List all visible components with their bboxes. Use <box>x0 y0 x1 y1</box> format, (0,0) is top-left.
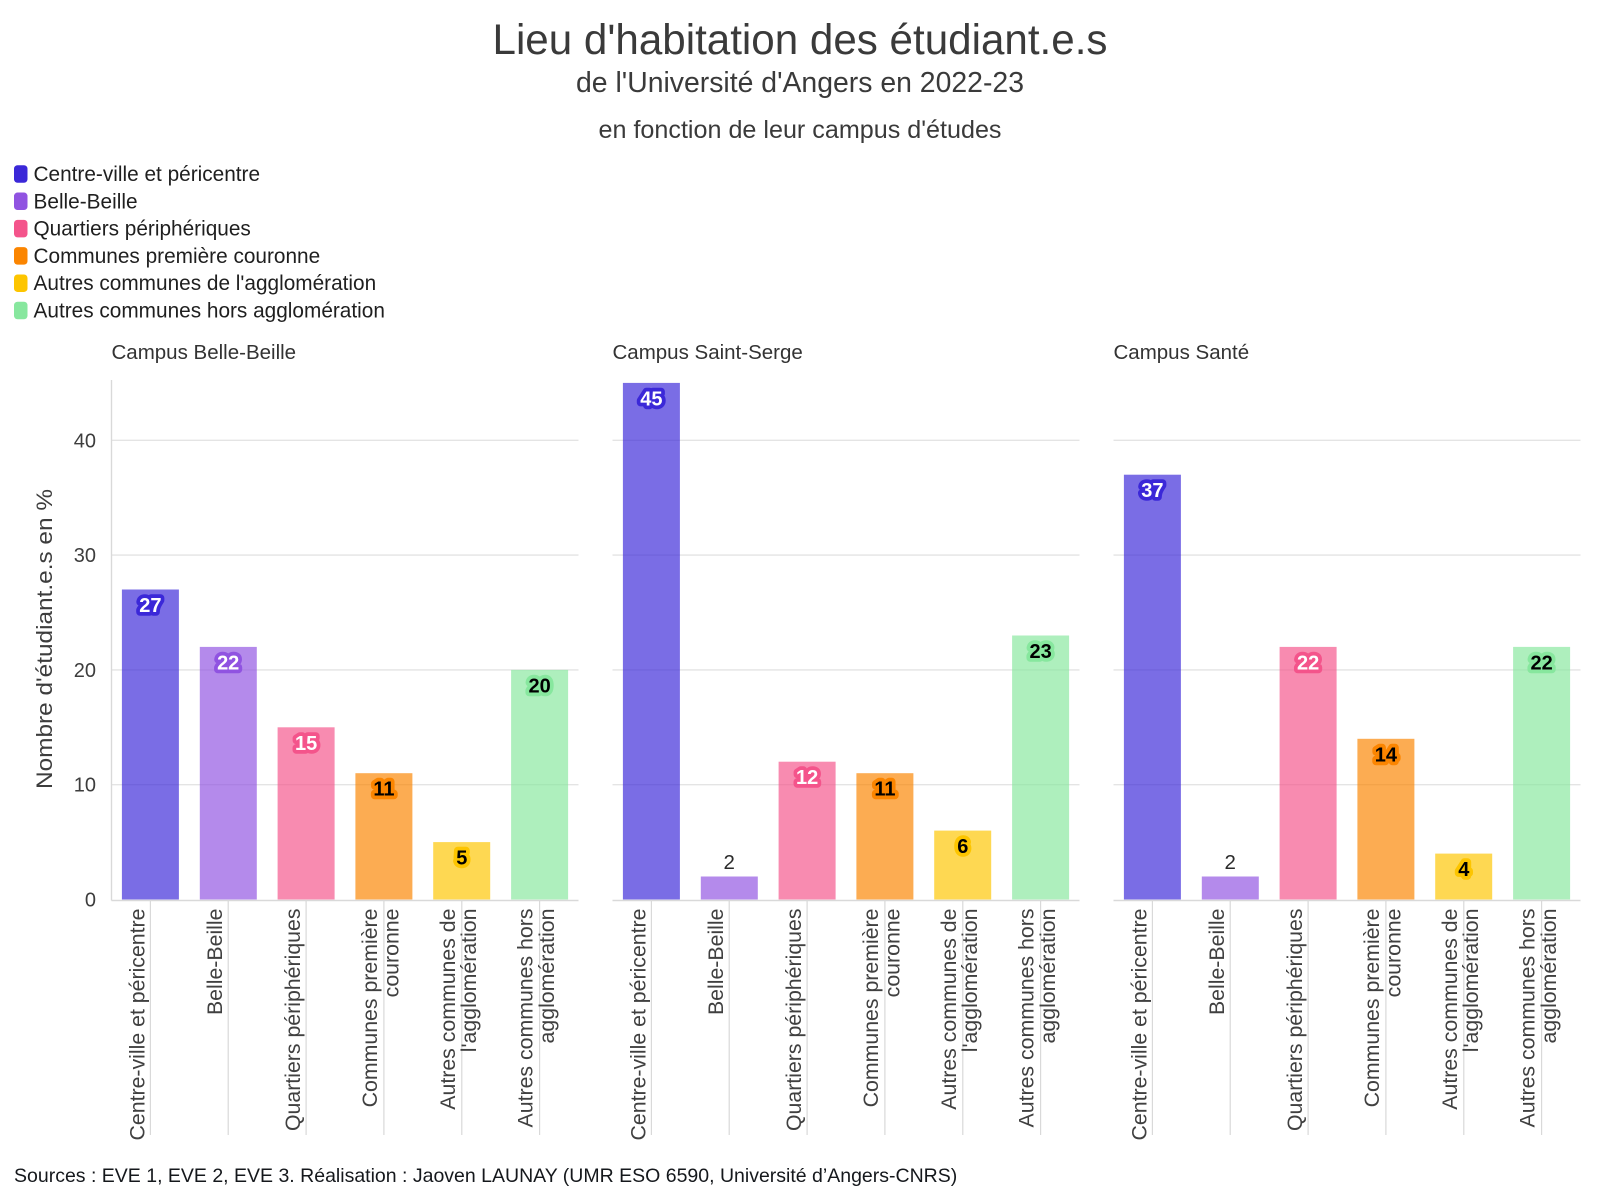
svg-text:Quartiers périphériques: Quartiers périphériques <box>34 218 251 241</box>
svg-text:30: 30 <box>74 545 96 567</box>
svg-text:Belle-Beille: Belle-Beille <box>203 909 227 1016</box>
svg-text:4: 4 <box>1458 859 1470 881</box>
svg-text:2: 2 <box>723 851 734 874</box>
svg-text:11: 11 <box>373 779 394 801</box>
svg-text:couronne: couronne <box>379 909 403 998</box>
svg-text:Autres communes hors: Autres communes hors <box>514 909 538 1128</box>
svg-text:Belle-Beille: Belle-Beille <box>704 909 728 1016</box>
svg-text:Autres communes de: Autres communes de <box>1438 909 1462 1110</box>
svg-text:22: 22 <box>1297 652 1319 674</box>
svg-text:23: 23 <box>1029 641 1051 663</box>
svg-text:Quartiers périphériques: Quartiers périphériques <box>281 909 305 1132</box>
svg-text:15: 15 <box>295 733 317 755</box>
svg-text:Belle-Beille: Belle-Beille <box>1205 909 1229 1016</box>
svg-text:Centre-ville et péricentre: Centre-ville et péricentre <box>125 909 149 1141</box>
svg-text:l'agglomération: l'agglomération <box>457 909 481 1053</box>
svg-text:40: 40 <box>74 430 96 452</box>
svg-text:Centre-ville et péricentre: Centre-ville et péricentre <box>1127 909 1151 1141</box>
svg-text:10: 10 <box>74 775 96 797</box>
svg-text:Centre-ville et péricentre: Centre-ville et péricentre <box>626 909 650 1141</box>
svg-text:Communes première: Communes première <box>859 909 883 1108</box>
svg-text:Autres communes de: Autres communes de <box>937 909 961 1110</box>
svg-text:Autres communes hors aggloméra: Autres communes hors agglomération <box>34 300 385 323</box>
svg-text:Lieu d'habitation des étudiant: Lieu d'habitation des étudiant.e.s <box>493 17 1108 64</box>
svg-text:11: 11 <box>874 779 895 801</box>
svg-text:27: 27 <box>139 595 161 617</box>
svg-text:Campus Belle-Beille: Campus Belle-Beille <box>112 341 297 364</box>
svg-text:37: 37 <box>1141 480 1163 502</box>
svg-text:couronne: couronne <box>1381 909 1405 998</box>
svg-text:14: 14 <box>1375 744 1398 766</box>
svg-text:Campus Santé: Campus Santé <box>1114 341 1250 364</box>
svg-text:Quartiers périphériques: Quartiers périphériques <box>1283 909 1307 1132</box>
svg-text:de l'Université d'Angers en 20: de l'Université d'Angers en 2022-23 <box>576 67 1024 99</box>
svg-text:Autres communes hors: Autres communes hors <box>1516 909 1540 1128</box>
svg-text:Communes première: Communes première <box>358 909 382 1108</box>
svg-text:agglomération: agglomération <box>1036 909 1060 1044</box>
svg-text:Centre-ville et péricentre: Centre-ville et péricentre <box>34 163 261 186</box>
svg-text:12: 12 <box>796 767 818 789</box>
svg-text:Communes première couronne: Communes première couronne <box>34 245 321 268</box>
svg-text:22: 22 <box>1530 652 1552 674</box>
svg-text:l'agglomération: l'agglomération <box>958 909 982 1053</box>
svg-text:Nombre d'étudiant.e.s en %: Nombre d'étudiant.e.s en % <box>32 489 57 789</box>
svg-text:Autres communes de l'aggloméra: Autres communes de l'agglomération <box>34 272 377 295</box>
svg-text:20: 20 <box>528 675 550 697</box>
svg-text:0: 0 <box>85 890 96 912</box>
svg-text:Autres communes de: Autres communes de <box>436 909 460 1110</box>
svg-text:couronne: couronne <box>880 909 904 998</box>
svg-text:22: 22 <box>217 652 239 674</box>
svg-text:20: 20 <box>74 660 96 682</box>
svg-text:l'agglomération: l'agglomération <box>1459 909 1483 1053</box>
svg-text:Sources : EVE 1, EVE 2, EVE 3.: Sources : EVE 1, EVE 2, EVE 3. Réalisati… <box>14 1165 957 1187</box>
svg-text:Autres communes hors: Autres communes hors <box>1015 909 1039 1128</box>
svg-text:6: 6 <box>957 836 968 858</box>
svg-text:Belle-Beille: Belle-Beille <box>34 190 138 213</box>
svg-text:Communes première: Communes première <box>1360 909 1384 1108</box>
svg-text:45: 45 <box>640 388 662 410</box>
svg-text:5: 5 <box>456 848 467 870</box>
svg-text:en fonction de leur campus d'é: en fonction de leur campus d'études <box>599 116 1002 144</box>
svg-text:agglomération: agglomération <box>535 909 559 1044</box>
svg-text:2: 2 <box>1224 851 1235 874</box>
svg-text:Campus Saint-Serge: Campus Saint-Serge <box>613 341 803 364</box>
svg-text:Quartiers périphériques: Quartiers périphériques <box>782 909 806 1132</box>
svg-text:agglomération: agglomération <box>1537 909 1561 1044</box>
